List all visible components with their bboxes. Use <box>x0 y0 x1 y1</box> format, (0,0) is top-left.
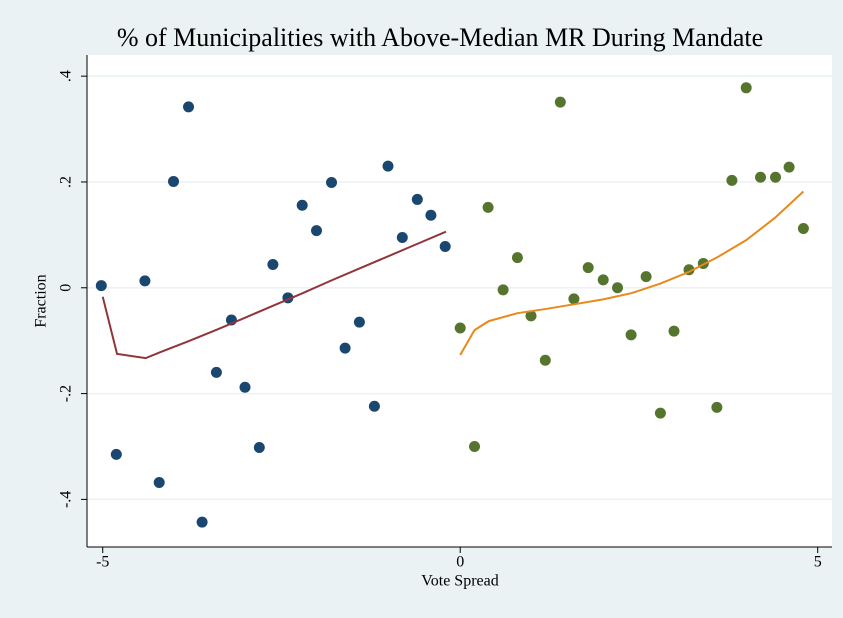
point <box>640 271 652 283</box>
point <box>411 193 423 205</box>
point <box>612 282 624 294</box>
point <box>625 329 637 341</box>
point <box>153 476 165 488</box>
point <box>95 280 107 292</box>
point <box>253 442 265 454</box>
fit-line <box>459 190 805 356</box>
point <box>396 232 408 244</box>
point <box>139 275 151 287</box>
point <box>368 400 380 412</box>
point <box>711 401 723 413</box>
point <box>454 322 466 334</box>
point <box>568 293 580 305</box>
point <box>168 175 180 187</box>
point <box>382 160 394 172</box>
point <box>582 262 594 274</box>
point <box>110 448 122 460</box>
x-axis-label: Vote Spread <box>421 573 498 590</box>
point <box>239 381 251 393</box>
y-tick-label: .4 <box>58 70 75 82</box>
point <box>482 201 494 213</box>
point <box>554 96 566 108</box>
point <box>339 342 351 354</box>
y-tick-label: .2 <box>58 176 75 188</box>
point <box>210 366 222 378</box>
point <box>353 316 365 328</box>
point <box>469 440 481 452</box>
fit-line <box>101 230 447 360</box>
point <box>668 325 680 337</box>
y-tick-label: 0 <box>58 284 75 292</box>
point <box>726 174 738 186</box>
point <box>439 241 451 253</box>
chart-title: % of Municipalities with Above-Median MR… <box>117 23 763 52</box>
point <box>755 171 767 183</box>
point <box>539 354 551 366</box>
point <box>196 516 208 528</box>
x-tick-label: 5 <box>814 554 822 571</box>
plot-area <box>87 55 832 547</box>
point <box>425 209 437 221</box>
y-tick-label: -.2 <box>58 385 75 402</box>
y-tick-label: -.4 <box>58 491 75 508</box>
point <box>783 161 795 173</box>
point <box>326 176 338 188</box>
point <box>183 101 195 113</box>
point <box>267 258 279 270</box>
point <box>597 274 609 286</box>
x-tick-label: -5 <box>96 554 109 571</box>
point <box>497 284 509 296</box>
point <box>525 310 537 322</box>
y-axis-label: Fraction <box>33 274 50 327</box>
point <box>654 407 666 419</box>
point <box>296 199 308 211</box>
x-tick-label: 0 <box>456 554 464 571</box>
point <box>311 225 323 237</box>
point <box>740 82 752 94</box>
point <box>797 223 809 235</box>
point <box>511 252 523 264</box>
point <box>770 171 782 183</box>
